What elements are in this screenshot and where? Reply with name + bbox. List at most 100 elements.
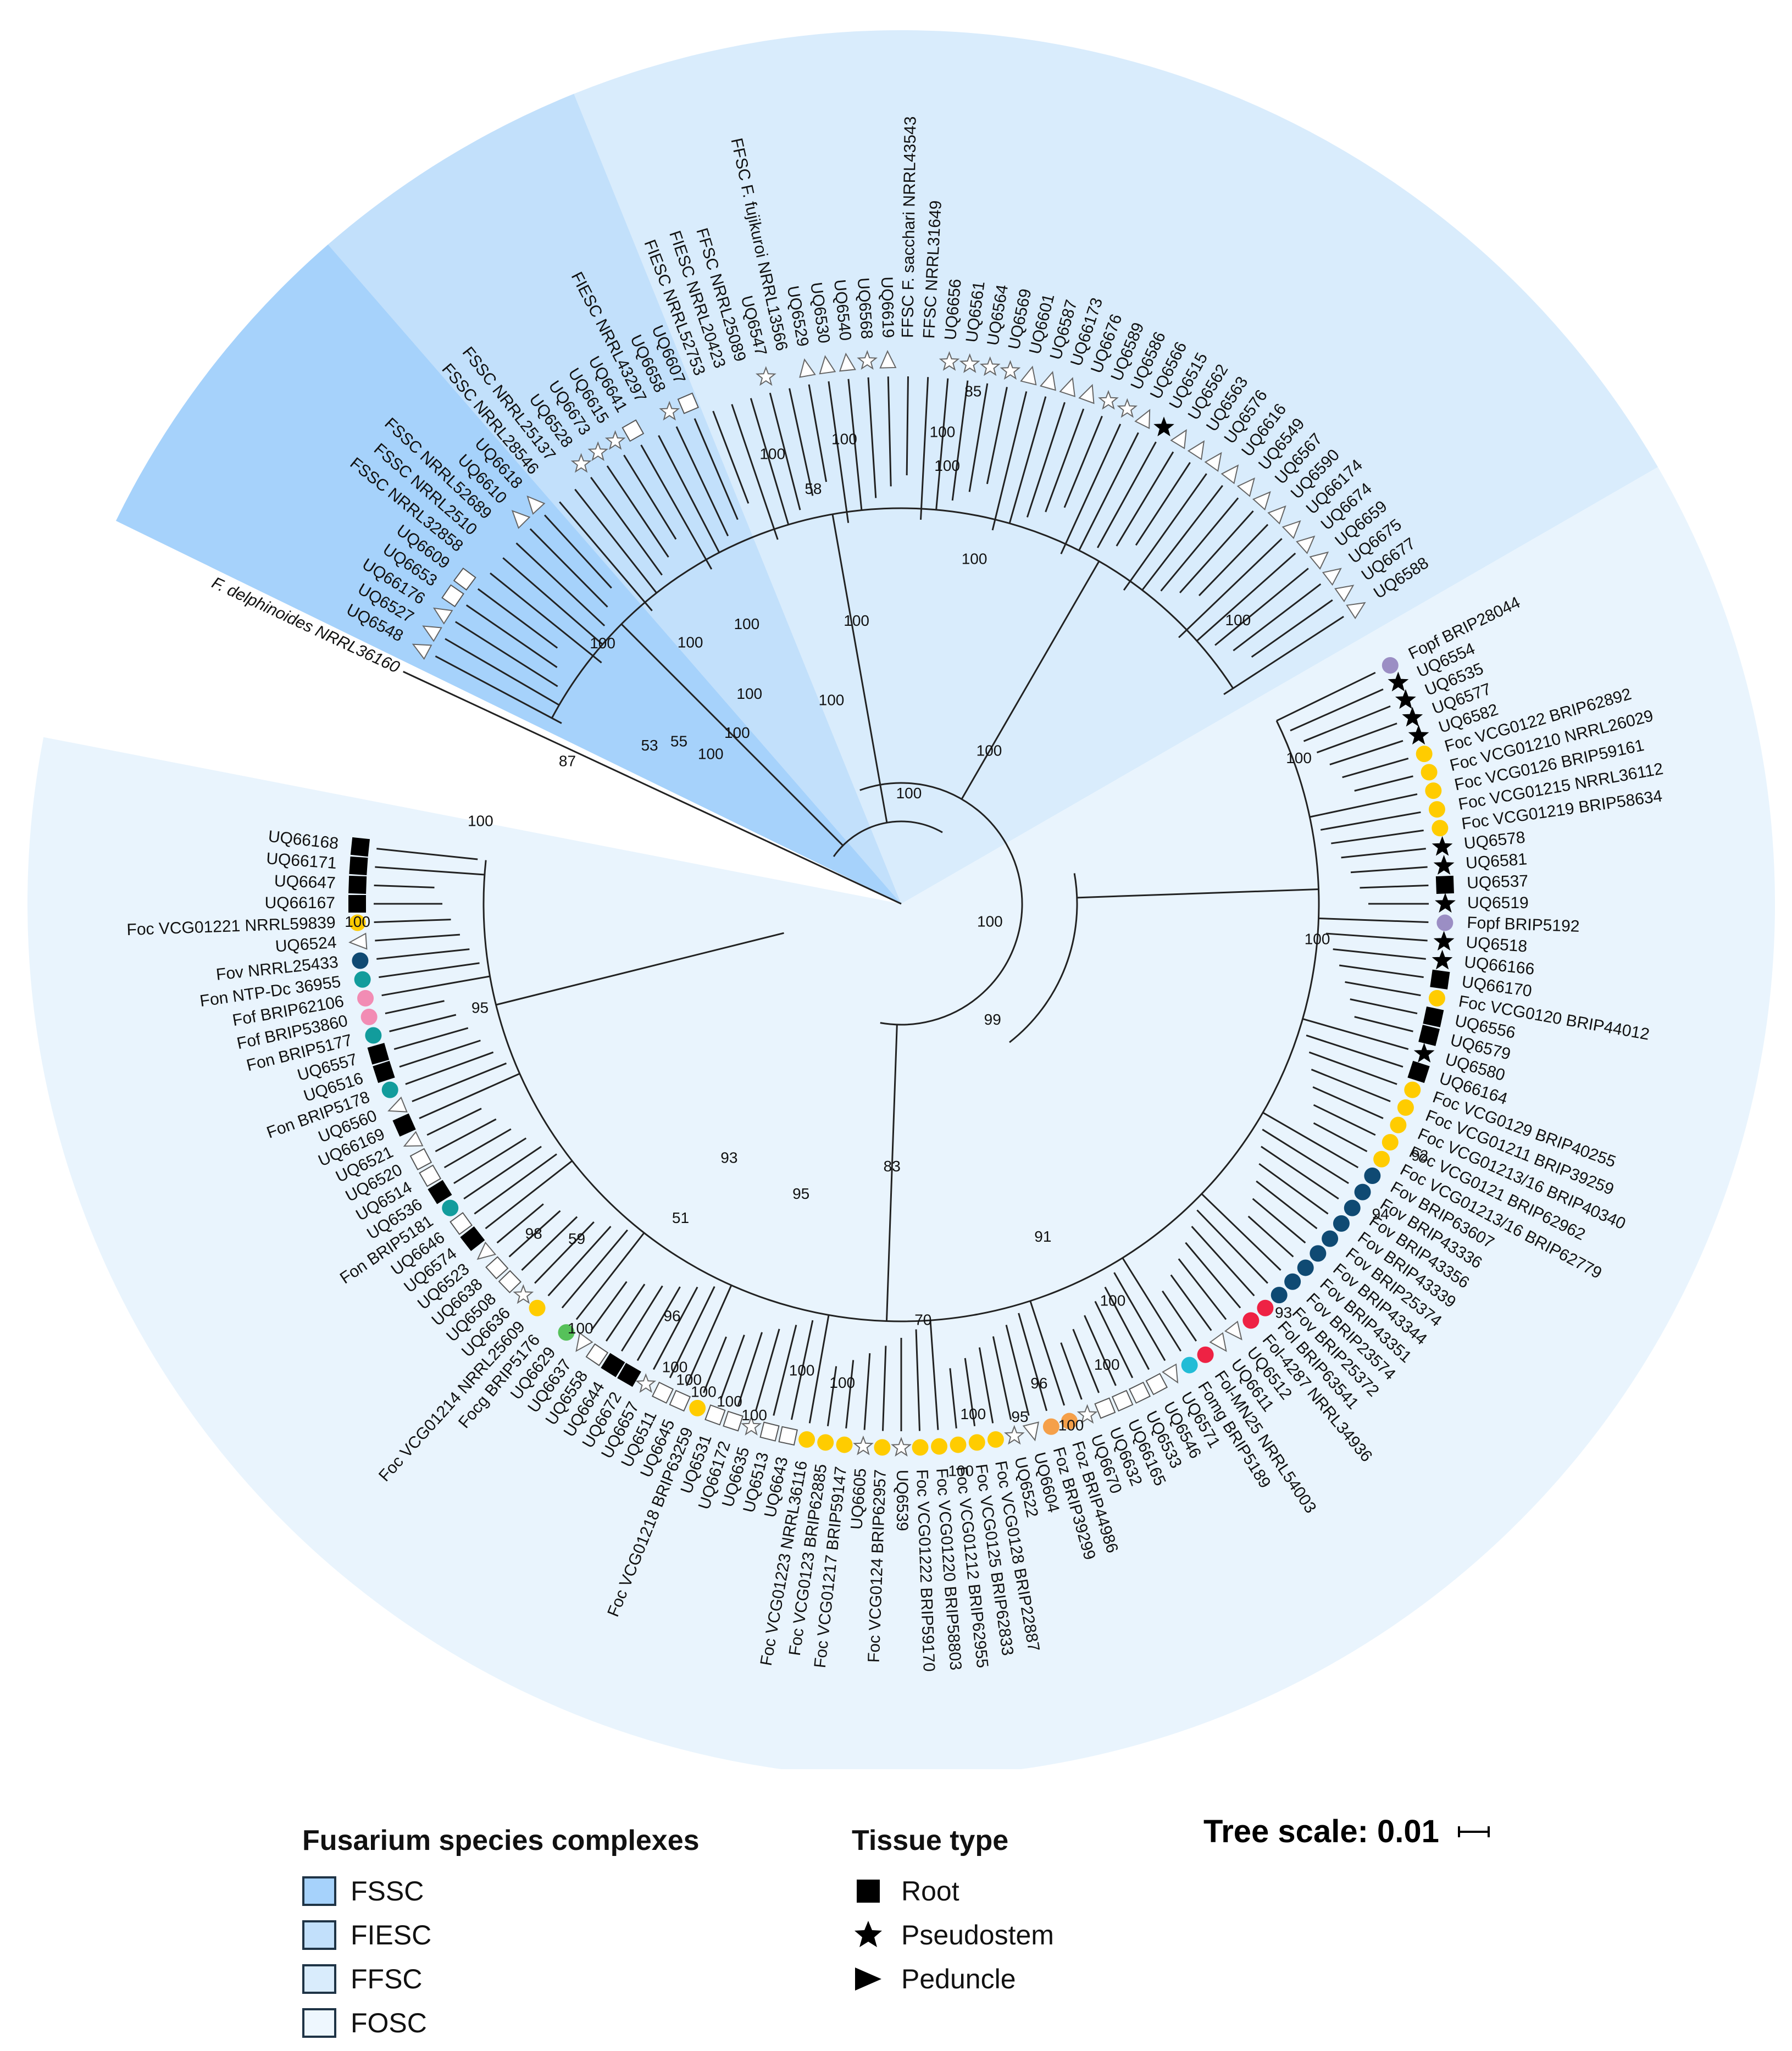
- star-icon: [1000, 360, 1021, 380]
- star-icon: [1408, 725, 1429, 745]
- tip-branch: [808, 384, 828, 482]
- star-icon: [635, 1373, 657, 1393]
- tip-branch: [658, 435, 720, 553]
- tip-branch: [543, 514, 612, 589]
- tip-branch: [574, 488, 657, 594]
- tip-branch: [845, 1360, 855, 1429]
- tip-branch: [1078, 432, 1139, 551]
- tip-branch: [1233, 583, 1322, 652]
- triangle-icon: [1162, 1363, 1179, 1384]
- star-icon: [587, 441, 609, 462]
- triangle-icon: [1309, 551, 1329, 570]
- bootstrap-value: 100: [962, 550, 987, 567]
- ffsc-fiesc-fssc-arc: [551, 507, 1234, 719]
- tip-branch: [1179, 510, 1254, 593]
- tip-branch: [1339, 964, 1424, 979]
- star-icon: [1402, 707, 1423, 727]
- tip-branch: [474, 1153, 557, 1215]
- tip-branch: [1185, 1242, 1241, 1309]
- tip-branch: [379, 962, 480, 979]
- tip-branch: [426, 1108, 482, 1136]
- outgroup-gap: [43, 520, 902, 904]
- pathotype-dot: [874, 1439, 891, 1456]
- bootstrap-value: 100: [1286, 749, 1312, 766]
- tip-branch: [887, 376, 892, 487]
- tip-branch: [405, 1051, 494, 1085]
- tip-branch: [1302, 1018, 1409, 1050]
- star-icon: [1433, 855, 1455, 875]
- tip-branch: [454, 621, 558, 687]
- tip-branch: [1360, 884, 1429, 889]
- tip-branch: [863, 1353, 871, 1430]
- star-icon: [755, 366, 776, 386]
- tip-branch: [1276, 671, 1376, 722]
- triangle-icon: [839, 352, 856, 372]
- tip-branch: [496, 1203, 544, 1244]
- tip-branch: [529, 528, 608, 608]
- bootstrap-value: 100: [977, 742, 1002, 759]
- triangle-icon: [1252, 491, 1271, 511]
- complex-sectors: [27, 30, 1775, 1769]
- star-icon: [1413, 1043, 1435, 1063]
- triangle-icon: [1204, 452, 1222, 472]
- triangle-icon: [1039, 371, 1056, 391]
- bootstrap-value: 100: [977, 913, 1003, 930]
- tip-branch: [485, 1160, 573, 1230]
- tip-branch: [929, 1320, 939, 1430]
- outgroup-branch: [403, 671, 902, 905]
- tip-branch: [1178, 538, 1283, 638]
- fssc-stem: [620, 623, 844, 846]
- star-icon: [939, 351, 960, 371]
- bootstrap-value: 94: [1372, 1205, 1389, 1222]
- pathotype-dot: [1322, 1230, 1339, 1247]
- tip-branch: [606, 465, 669, 558]
- tip-branch: [1333, 948, 1426, 960]
- bootstrap-value: 100: [829, 1374, 855, 1391]
- bootstrap-value: 100: [1094, 1356, 1120, 1373]
- square-icon: [485, 1256, 509, 1280]
- tip-branch: [393, 1027, 469, 1050]
- triangle-icon: [422, 625, 442, 642]
- pathotype-dot: [817, 1434, 834, 1451]
- pathotype-dot: [1373, 1150, 1390, 1168]
- tip-branch: [547, 1226, 612, 1297]
- tip-branch: [920, 377, 929, 520]
- square-icon: [450, 1211, 473, 1235]
- tip-branch: [435, 655, 562, 724]
- tip-label: UQ6524: [275, 933, 337, 956]
- tip-branch: [1345, 981, 1421, 997]
- square-icon: [428, 1180, 452, 1204]
- tip-branch: [1306, 1035, 1403, 1068]
- pathotype-dot: [1061, 1413, 1078, 1430]
- triangle-icon: [1346, 602, 1366, 620]
- fiesc-sector: [328, 93, 901, 904]
- bootstrap-value: 100: [698, 745, 724, 762]
- pathotype-dot: [558, 1324, 575, 1341]
- pathotype-dot: [1404, 1081, 1421, 1098]
- tip-branch: [1084, 1315, 1117, 1386]
- bootstrap-value: 100: [948, 1463, 974, 1480]
- tip-branch: [750, 398, 790, 525]
- legend-row-root: Root: [852, 1869, 1054, 1913]
- tip-branch: [376, 848, 478, 860]
- legend-label: Pseudostem: [901, 1920, 1054, 1950]
- pathotype-dot: [1310, 1245, 1327, 1262]
- triangle-icon: [1022, 1421, 1039, 1442]
- tip-branch: [808, 1315, 830, 1424]
- inner-arc-top: [833, 820, 943, 857]
- tip-branch: [1116, 451, 1174, 547]
- fosc-arc: [482, 720, 1320, 1322]
- tip-branch: [1262, 1111, 1359, 1169]
- tip-branch: [1256, 1180, 1318, 1230]
- star-icon: [959, 353, 980, 373]
- tip-label: Fopf BRIP5192: [1467, 914, 1580, 936]
- tip-branch: [1196, 1209, 1268, 1284]
- bootstrap-value: 100: [568, 1320, 593, 1337]
- square-icon: [852, 1878, 885, 1904]
- tip-branch: [399, 1040, 481, 1068]
- star-icon: [513, 1284, 534, 1304]
- bootstrap-value: 100: [960, 1405, 986, 1422]
- bootstrap-value: 100: [831, 431, 857, 448]
- pathotype-dot: [1354, 1183, 1371, 1200]
- square-icon: [348, 875, 367, 894]
